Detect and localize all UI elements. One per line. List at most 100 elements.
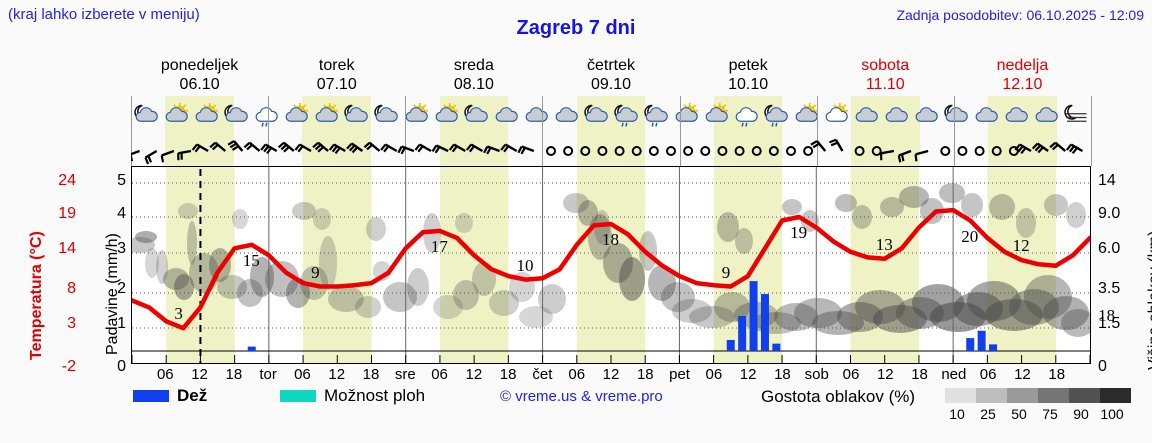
cloud-height-tick: 0 — [1098, 358, 1107, 375]
weather-icon-cloud — [551, 100, 581, 132]
weather-icon-sun-cloud — [311, 100, 341, 132]
time-tick: 18 — [1048, 366, 1066, 383]
copyright-link[interactable]: © vreme.us & vreme.pro — [500, 388, 663, 405]
temperature-point-label: 9 — [311, 262, 320, 282]
day-date: 06.10 — [179, 76, 220, 93]
day-date: 08.10 — [453, 76, 494, 93]
time-tick: tor — [259, 366, 277, 383]
cloud-height-tick: 14 — [1098, 172, 1116, 189]
time-tick: 18 — [225, 366, 243, 383]
day-header-ponedeljek: ponedeljek 06.10 — [131, 56, 268, 94]
cloud-density-tick: 25 — [980, 406, 996, 422]
time-tick: 06 — [156, 366, 174, 383]
cloud-density-tick: 90 — [1073, 406, 1089, 422]
cloud-density-tick: 10 — [949, 406, 965, 422]
cloud-density-swatch — [1100, 388, 1131, 403]
time-tick: sre — [394, 366, 416, 383]
time-tick: pet — [669, 366, 690, 383]
time-tick: 18 — [774, 366, 791, 383]
time-tick: 12 — [465, 366, 483, 383]
icon-band-separator — [131, 96, 132, 166]
cloud-height-tick: 3.5 — [1098, 280, 1121, 297]
time-tick: 12 — [876, 366, 894, 383]
icon-band-separator — [542, 96, 544, 166]
temperature-point-label: 3 — [174, 304, 183, 324]
weather-icon-sun-cloud — [431, 100, 461, 132]
temperature-point-label: 13 — [875, 234, 893, 254]
precipitation-tick: 0 — [117, 358, 126, 375]
weather-icon-rain-cloud — [731, 100, 761, 132]
showers-legend-label: Možnost ploh — [324, 386, 426, 405]
weather-icon-moon-stripes — [1061, 100, 1091, 132]
weather-icon-cloud — [1031, 100, 1061, 132]
weather-icon-rain-cloud — [251, 100, 281, 132]
temperature-tick: 24 — [58, 172, 76, 189]
temperature-tick: 3 — [67, 315, 76, 332]
temperature-point-label: 12 — [1012, 236, 1030, 256]
temperature-point-label: 9 — [721, 262, 731, 282]
last-updated: Zadnja posodobitev: 06.10.2025 - 12:09 — [896, 7, 1144, 23]
weather-icon-moon-cloud — [941, 100, 971, 132]
time-tick: 12 — [191, 366, 208, 383]
page-title: Zagreb 7 dni — [516, 17, 636, 39]
weather-icon-moon-cloud — [371, 100, 401, 132]
time-tick: sob — [804, 366, 829, 383]
day-header-četrtek: četrtek 09.10 — [542, 56, 679, 94]
precipitation-tick: 4 — [117, 205, 126, 222]
cloud-density-legend-label: Gostota oblakov (%) — [761, 387, 916, 406]
weather-icon-moon-cloud — [131, 100, 161, 132]
weather-icon-row — [131, 96, 1092, 166]
time-tick: čet — [532, 366, 553, 383]
weather-icon-moon-cloud — [461, 100, 491, 132]
graph-area — [131, 166, 1091, 364]
cloud-density-swatch — [1038, 388, 1069, 403]
icon-band-separator — [1091, 96, 1092, 166]
time-tick: 06 — [431, 366, 448, 383]
wind-barbs-svg — [131, 138, 1084, 165]
weather-icon-sun-cloud — [281, 100, 311, 132]
temperature-tick: 14 — [58, 240, 76, 257]
day-name: ponedeljek — [160, 57, 239, 74]
showers-legend-swatch — [280, 390, 316, 402]
icon-band-separator — [816, 96, 818, 166]
time-tick: 06 — [842, 366, 860, 383]
weather-icon-cloud — [911, 100, 941, 132]
cloud-height-tick: 9.0 — [1098, 205, 1121, 222]
weather-icon-moon-cloud — [581, 100, 611, 132]
day-name: nedelja — [996, 57, 1049, 74]
time-tick: 06 — [568, 366, 586, 383]
time-tick: 06 — [294, 366, 311, 383]
weather-icon-moon-rain-cloud — [761, 100, 791, 132]
icon-band-separator — [405, 96, 407, 166]
rain-legend-swatch — [133, 390, 169, 402]
day-date: 11.10 — [865, 76, 905, 93]
day-date: 09.10 — [590, 76, 632, 93]
time-tick: ned — [941, 366, 967, 383]
time-tick: 12 — [602, 366, 620, 383]
cloud-density-tick: 75 — [1042, 406, 1058, 422]
icon-band-separator — [268, 96, 270, 166]
cloud-density-tick: 50 — [1011, 406, 1027, 422]
day-name: četrtek — [586, 57, 635, 74]
day-header-torek: torek 07.10 — [268, 56, 405, 94]
weather-icon-cloud — [881, 100, 911, 132]
weather-icon-cloud — [521, 100, 551, 132]
precipitation-tick: 5 — [117, 172, 126, 189]
temperature-tick: 8 — [67, 280, 76, 297]
precipitation-tick: 1 — [117, 315, 126, 332]
weather-icon-moon-cloud — [221, 100, 251, 132]
cloud-density-tick: 100 — [1100, 406, 1124, 422]
icon-band-separator — [953, 96, 955, 166]
cloud-height-tick: 1.5 — [1098, 315, 1121, 332]
day-header-nedelja: nedelja 12.10 — [954, 56, 1091, 94]
weather-icon-cloud — [971, 100, 1001, 132]
temperature-point-label: 18 — [602, 229, 619, 249]
day-date: 07.10 — [316, 76, 357, 93]
cloud-density-swatch — [976, 388, 1007, 403]
time-tick: 18 — [499, 366, 517, 383]
cloud-density-swatch — [1007, 388, 1038, 403]
precipitation-tick: 2 — [117, 280, 126, 297]
weather-icon-cloud — [1001, 100, 1031, 132]
wind-barb-row — [131, 136, 1091, 166]
time-tick: 06 — [705, 366, 723, 383]
